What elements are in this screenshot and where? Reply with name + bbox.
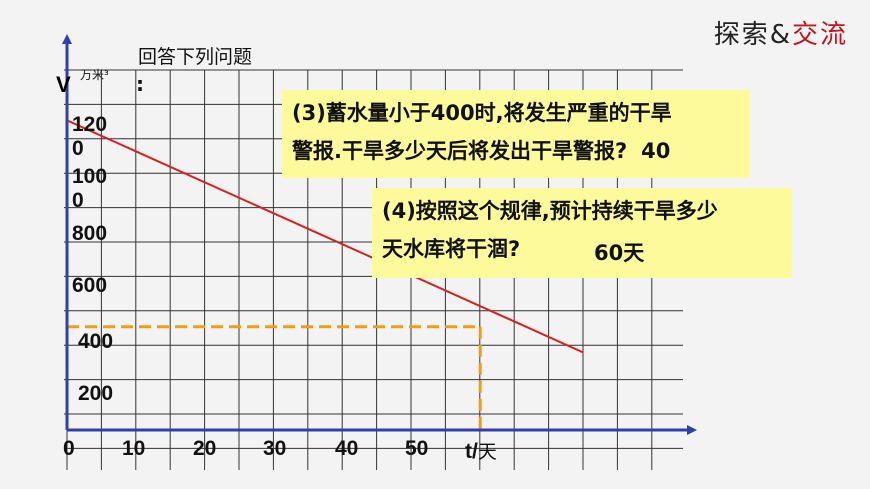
y-tick-label: 100 0	[72, 165, 108, 212]
question-4-box: (4)按照这个规律,预计持续干旱多少 天水库将干涸? 60天	[372, 188, 792, 278]
title-part-explore: 探索&	[713, 20, 792, 50]
question-4-line1: (4)按照这个规律,预计持续干旱多少	[382, 199, 718, 223]
data-line	[66, 119, 584, 354]
y-axis-unit: 万米³	[80, 68, 109, 82]
x-tick-label: 30	[263, 437, 287, 460]
question-3-line2-wrap: 警报.干旱多少天后将发出干旱警报? 40	[292, 132, 740, 170]
x-tick-label: 50	[405, 437, 429, 460]
x-axis-label: t/天	[465, 440, 497, 463]
question-3-line1: (3)蓄水量小于400时,将发生严重的干旱	[292, 101, 672, 125]
question-3-line2: 警报.干旱多少天后将发出干旱警报?	[292, 139, 628, 163]
prompt-heading: 回答下列问题	[138, 46, 253, 68]
y-tick-label: 120 0	[72, 113, 108, 160]
x-tick-label: 40	[335, 437, 359, 460]
x-tick-label: 0	[63, 437, 75, 460]
question-4-answer: 60天	[594, 241, 645, 265]
y-axis-arrow	[62, 34, 72, 44]
y-tick-label: 800	[72, 222, 108, 245]
prompt-colon: :	[136, 72, 144, 96]
question-3-answer: 40	[641, 139, 671, 163]
y-axis-label: V	[56, 72, 71, 97]
y-tick-label: 200	[78, 382, 114, 405]
slide-title: 探索&交流	[714, 14, 848, 51]
question-3-box: (3)蓄水量小于400时,将发生严重的干旱 警报.干旱多少天后将发出干旱警报? 4…	[282, 90, 750, 178]
y-tick-label: 400	[78, 330, 114, 353]
y-tick-label: 600	[72, 274, 108, 297]
x-tick-label: 10	[122, 437, 146, 460]
x-tick-label: 20	[193, 437, 217, 460]
x-axis-arrow	[687, 425, 697, 435]
question-4-line2: 天水库将干涸?	[382, 237, 521, 261]
title-part-exchange: 交流	[791, 20, 848, 50]
